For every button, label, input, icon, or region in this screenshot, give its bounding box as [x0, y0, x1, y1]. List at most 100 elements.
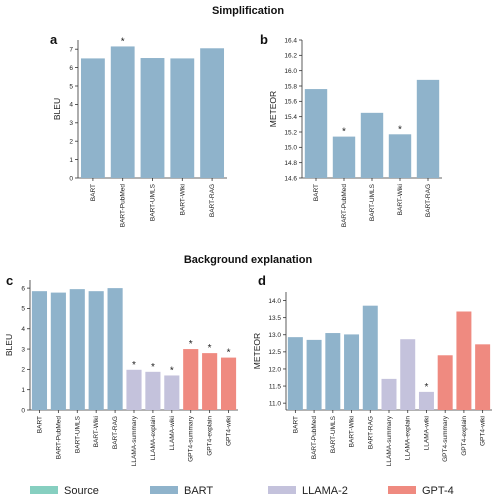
- bar-gpt4-wiki: [475, 344, 491, 410]
- y-tick-label: 2: [69, 139, 73, 146]
- x-tick-label: BART: [313, 184, 320, 201]
- bar-bart-umls: [69, 289, 85, 410]
- x-tick-label: BART-PubMed: [311, 416, 318, 460]
- bar-bart-umls: [140, 58, 165, 179]
- bar-bart-wiki: [344, 334, 360, 410]
- significance-star: *: [170, 365, 174, 376]
- legend-swatch-gpt-4: [388, 486, 416, 494]
- legend-label-source: Source: [64, 485, 99, 497]
- y-tick-label: 12.5: [268, 349, 281, 356]
- bar-bart-rag: [200, 48, 225, 178]
- bar-bart-umls: [360, 112, 384, 178]
- y-tick-label: 1: [69, 157, 73, 164]
- bar-bart-pubmed: [50, 292, 66, 410]
- y-tick-label: 16.2: [284, 53, 297, 60]
- x-tick-label: BART-PubMed: [341, 184, 348, 228]
- bar-bart: [304, 89, 328, 178]
- bar-gpt4-summary: [183, 349, 199, 410]
- y-tick-label: 13.0: [268, 332, 281, 339]
- y-tick-label: 2: [21, 367, 25, 374]
- x-tick-label: LLAMA-explain: [150, 416, 157, 460]
- y-tick-label: 15.0: [284, 145, 297, 152]
- x-tick-label: BART-RAG: [425, 184, 432, 217]
- x-tick-label: GPT4-wiki: [226, 416, 233, 446]
- panel-c: c 0 1 2 3 4 5 6 BLEU BART BART-PubMed BART-UMLS BART…: [4, 273, 238, 466]
- y-tick-label: 14.0: [268, 298, 281, 305]
- panel-letter-c: c: [6, 273, 13, 288]
- x-tick-label: BART-UMLS: [74, 415, 81, 453]
- bar-bart-rag: [416, 79, 440, 178]
- x-tick-label: BART-Wiki: [93, 416, 100, 447]
- bar-gpt4-summary: [437, 355, 453, 410]
- bar-bart: [31, 291, 48, 410]
- bar-bart-pubmed: [332, 136, 356, 178]
- y-tick-label: 6: [69, 65, 73, 72]
- y-tick-label: 15.8: [284, 83, 297, 90]
- significance-star: *: [121, 36, 125, 47]
- y-axis-label: METEOR: [252, 333, 262, 369]
- bar-bart-umls: [325, 333, 341, 410]
- y-tick-label: 1: [21, 387, 25, 394]
- bar-bart-pubmed: [306, 339, 322, 410]
- x-tick-label: GPT4-summary: [188, 415, 195, 462]
- y-tick-label: 5: [69, 83, 73, 90]
- x-tick-label: GPT4-explain: [461, 416, 468, 456]
- bar-gpt4-wiki: [220, 357, 237, 410]
- section-title-simplification: Simplification: [212, 5, 284, 17]
- y-axis-label: BLEU: [52, 98, 62, 120]
- panel-letter-b: b: [260, 32, 268, 47]
- x-tick-label: BART-Wiki: [397, 184, 404, 215]
- bar-bart-rag: [107, 288, 123, 410]
- y-tick-label: 4: [69, 102, 73, 109]
- y-tick-label: 13.5: [268, 315, 281, 322]
- bar-bart-wiki: [88, 291, 104, 410]
- x-tick-label: GPT4-summary: [442, 415, 449, 462]
- bar-llama-explain: [145, 371, 161, 410]
- legend-label-gpt-4: GPT-4: [422, 485, 454, 497]
- x-tick-label: LLAMA-wiki: [423, 416, 430, 450]
- y-tick-label: 5: [21, 306, 25, 313]
- y-tick-label: 0: [21, 407, 25, 414]
- significance-star: *: [208, 343, 212, 354]
- chart-panels: a 0 1 2 3 4 5 6 7 BLEU BART * BART-PubMed BART-UMLS BA…: [4, 32, 492, 466]
- y-tick-label: 16.4: [284, 37, 297, 44]
- y-axis-label: BLEU: [4, 334, 14, 356]
- bar-bart-wiki: [170, 58, 195, 178]
- significance-star: *: [227, 348, 231, 359]
- bar-bart-rag: [362, 305, 378, 410]
- significance-star: *: [151, 362, 155, 373]
- x-tick-label: BART-UMLS: [330, 415, 337, 453]
- x-tick-label: LLAMA-explain: [405, 416, 412, 460]
- bar-llama-explain: [400, 339, 416, 410]
- x-tick-label: BART-RAG: [367, 416, 374, 449]
- y-tick-label: 0: [69, 175, 73, 182]
- y-axis-label: METEOR: [268, 91, 278, 127]
- significance-star: *: [342, 127, 346, 138]
- y-tick-label: 3: [21, 346, 25, 353]
- y-tick-label: 14.8: [284, 160, 297, 167]
- y-tick-label: 12.0: [268, 366, 281, 373]
- y-tick-label: 14.6: [284, 175, 297, 182]
- y-tick-label: 11.0: [269, 400, 282, 407]
- x-tick-label: BART: [292, 416, 299, 433]
- bar-llama-wiki: [164, 375, 180, 410]
- x-tick-label: GPT4-explain: [207, 416, 214, 456]
- panel-letter-a: a: [50, 32, 58, 47]
- x-tick-label: LLAMA-summary: [386, 415, 393, 466]
- x-tick-label: LLAMA-summary: [131, 415, 138, 466]
- y-tick-label: 6: [21, 285, 25, 292]
- bar-llama-summary: [126, 369, 142, 410]
- y-tick-label: 15.2: [284, 129, 297, 136]
- bar-bart: [80, 58, 105, 178]
- x-tick-label: BART-RAG: [112, 416, 119, 449]
- bar-llama-summary: [381, 378, 397, 410]
- x-tick-label: BART: [90, 184, 97, 201]
- significance-star: *: [398, 124, 402, 135]
- legend-label-bart: BART: [184, 485, 213, 497]
- x-tick-label: BART-Wiki: [349, 416, 356, 447]
- bar-bart-wiki: [388, 134, 412, 178]
- bar-bart: [287, 337, 303, 410]
- panel-a: a 0 1 2 3 4 5 6 7 BLEU BART * BART-PubMed BART-UMLS BA…: [50, 32, 227, 227]
- y-tick-label: 11.5: [269, 383, 282, 390]
